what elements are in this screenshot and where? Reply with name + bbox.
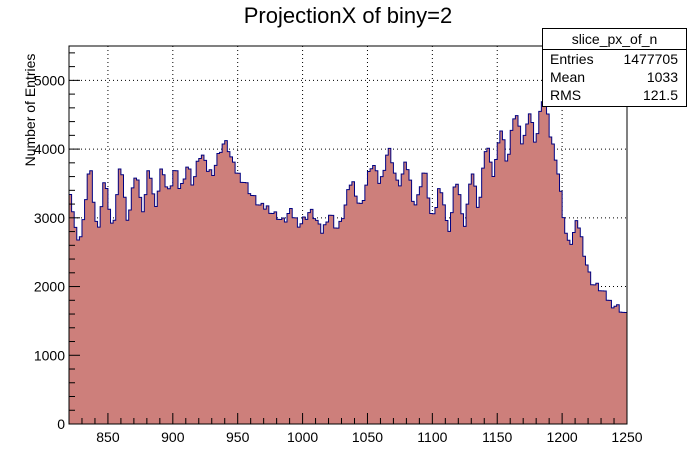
x-tick-label: 1100 bbox=[417, 429, 447, 445]
stats-box: slice_px_of_n Entries 1477705 Mean 1033 … bbox=[542, 28, 687, 107]
y-tick-label: 4000 bbox=[34, 141, 65, 157]
stats-rms-value: 121.5 bbox=[642, 87, 678, 103]
stats-mean-value: 1033 bbox=[646, 69, 678, 85]
histogram-outline bbox=[68, 99, 627, 313]
stats-row-mean: Mean 1033 bbox=[543, 68, 686, 86]
y-axis-label: Number of Entries bbox=[22, 53, 38, 167]
y-tick-label: 5000 bbox=[34, 72, 65, 88]
stats-row-entries: Entries 1477705 bbox=[543, 50, 686, 68]
y-axis: 0 1000 2000 3000 4000 5000 bbox=[34, 52, 80, 432]
stats-entries-label: Entries bbox=[550, 51, 594, 67]
x-tick-label: 1050 bbox=[352, 429, 383, 445]
y-tick-label: 3000 bbox=[34, 210, 65, 226]
stats-row-rms: RMS 121.5 bbox=[543, 86, 686, 104]
x-axis: 850 900 950 1000 1050 1100 1150 1200 1250 bbox=[68, 413, 643, 445]
x-tick-label: 900 bbox=[161, 429, 185, 445]
chart-title: ProjectionX of biny=2 bbox=[243, 3, 453, 28]
x-tick-label: 850 bbox=[96, 429, 120, 445]
histogram-fill bbox=[69, 100, 627, 424]
x-tick-label: 1250 bbox=[611, 429, 642, 445]
y-tick-label: 2000 bbox=[34, 279, 65, 295]
stats-entries-value: 1477705 bbox=[623, 51, 678, 67]
y-tick-label: 1000 bbox=[34, 347, 65, 363]
x-tick-label: 1000 bbox=[287, 429, 318, 445]
histogram-area bbox=[68, 99, 627, 424]
stats-histogram-name: slice_px_of_n bbox=[543, 29, 686, 50]
stats-mean-label: Mean bbox=[550, 69, 586, 85]
x-tick-label: 1200 bbox=[547, 429, 578, 445]
x-tick-label: 950 bbox=[226, 429, 250, 445]
plot-frame-border bbox=[68, 45, 628, 425]
y-tick-label: 0 bbox=[57, 416, 65, 432]
stats-rms-label: RMS bbox=[550, 87, 582, 103]
plot-frame bbox=[68, 45, 628, 425]
x-tick-label: 1150 bbox=[482, 429, 512, 445]
